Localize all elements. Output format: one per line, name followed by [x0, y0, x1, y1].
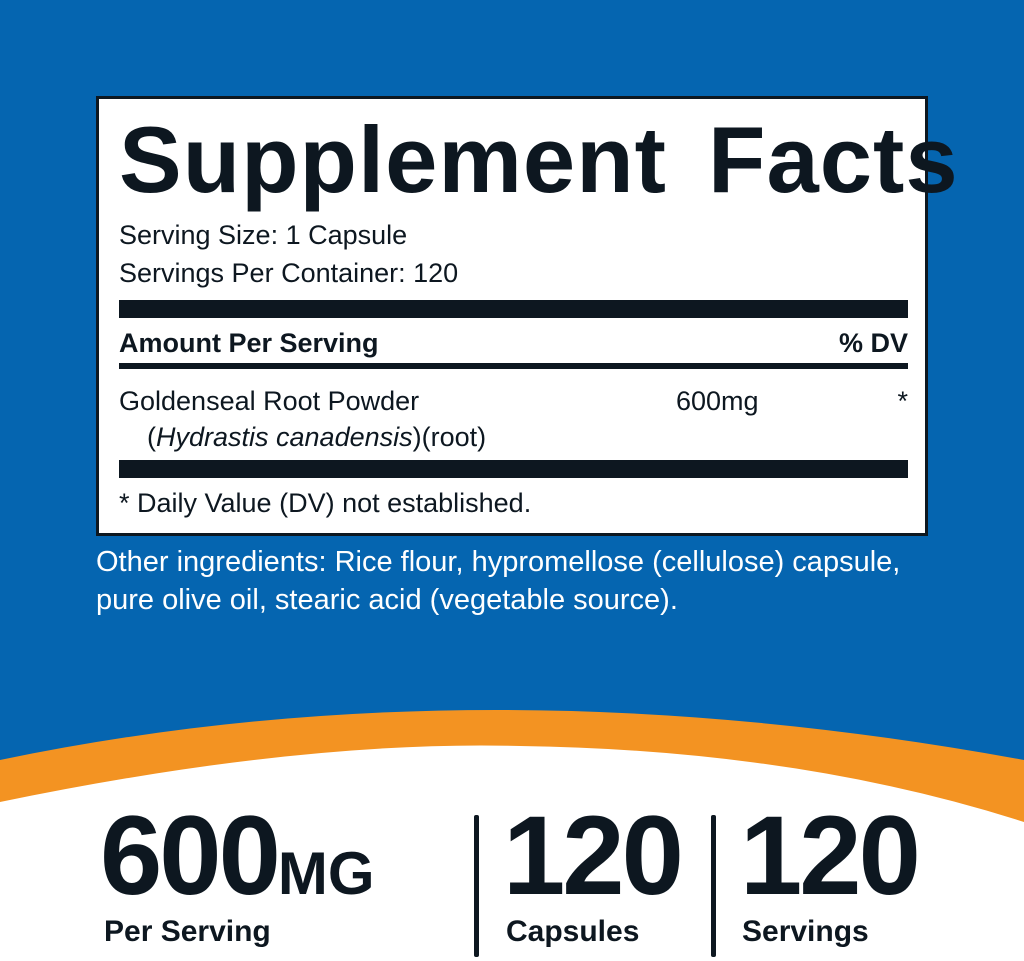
latin-name: Hydrastis canadensis [156, 422, 413, 452]
stat-servings: 120 [740, 800, 921, 912]
root-note: )(root) [412, 422, 487, 452]
serving-size: Serving Size: 1 Capsule [119, 220, 408, 250]
ingredient-amount: 600mg [676, 386, 759, 416]
stat-value: 120 [740, 793, 921, 918]
servings-per-container: Servings Per Container: 120 [119, 258, 459, 288]
divider [711, 815, 716, 957]
ingredient-dv: * [897, 386, 908, 416]
stat-caption: Capsules [506, 915, 640, 948]
thick-divider [119, 460, 908, 478]
thin-divider [119, 363, 908, 369]
amount-per-serving-header: Amount Per Serving [119, 328, 379, 358]
thick-divider [119, 300, 908, 318]
orange-wave-banner [0, 710, 1024, 961]
dv-header: % DV [838, 328, 908, 358]
ingredient-name: Goldenseal Root Powder [119, 386, 420, 416]
other-ingredients: Other ingredients: Rice flour, hypromell… [96, 546, 901, 616]
stat-value: 600 [100, 793, 281, 918]
stat-caption: Per Serving [104, 915, 271, 948]
stat-value: 120 [503, 793, 684, 918]
stat-capsules: 120 [503, 800, 684, 912]
divider [474, 815, 479, 957]
ingredient-latin-line: (Hydrastis canadensis)(root) [147, 421, 486, 453]
stat-caption: Servings [742, 915, 869, 948]
panel-title: Supplement Facts [119, 107, 959, 212]
supplement-facts-panel: Supplement Facts Serving Size: 1 Capsule… [96, 96, 958, 536]
stat-dose: 600MG [100, 800, 375, 912]
footnote: * Daily Value (DV) not established. [119, 488, 532, 518]
paren: ( [147, 422, 156, 452]
stat-unit: MG [277, 840, 375, 907]
